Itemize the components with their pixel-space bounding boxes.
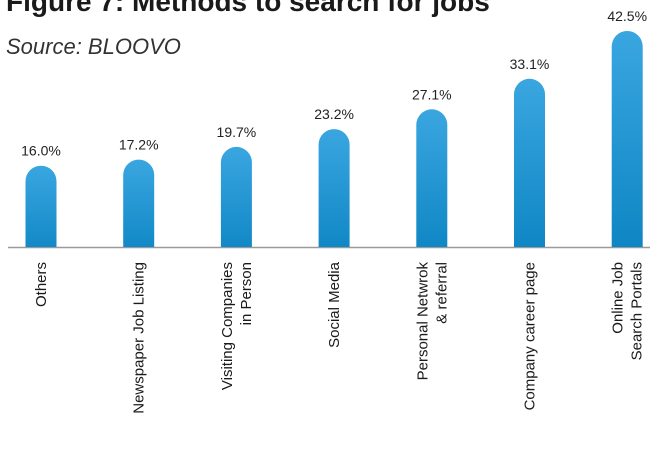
category-label-5: Company career page: [522, 262, 539, 410]
bar-1: [123, 159, 155, 247]
category-labels-group: Others Newspaper Job Listing Visiting Comp…: [33, 261, 646, 413]
value-label-2: 19.7%: [217, 124, 257, 140]
bar-6: [611, 31, 643, 247]
bar-2: [220, 146, 252, 247]
bar-3: [318, 129, 350, 247]
chart-source: Source: BLOOVO: [6, 34, 181, 59]
bar-4: [416, 109, 448, 247]
value-label-6: 42.5%: [607, 8, 647, 24]
category-label-2: Visiting Companies in Person: [219, 262, 255, 390]
category-label-6: Online Job Search Portals: [610, 262, 646, 360]
value-label-5: 33.1%: [510, 56, 550, 72]
bars-group: [25, 31, 643, 247]
value-label-4: 27.1%: [412, 86, 452, 102]
category-label-3: Social Media: [326, 261, 343, 348]
value-labels-group: 16.0% 17.2% 19.7% 23.2% 27.1% 33.1% 42.5%: [21, 8, 647, 159]
category-label-0: Others: [33, 262, 50, 307]
chart-title: Figure 7: Methods to search for jobs: [6, 0, 490, 17]
value-label-3: 23.2%: [314, 106, 354, 122]
category-label-4: Personal Netwrok & referral: [414, 262, 450, 381]
category-label-1: Newspaper Job Listing: [131, 262, 148, 414]
bar-0: [25, 165, 57, 247]
bar-5: [514, 78, 545, 247]
value-label-0: 16.0%: [21, 143, 61, 159]
value-label-1: 17.2%: [119, 137, 159, 153]
